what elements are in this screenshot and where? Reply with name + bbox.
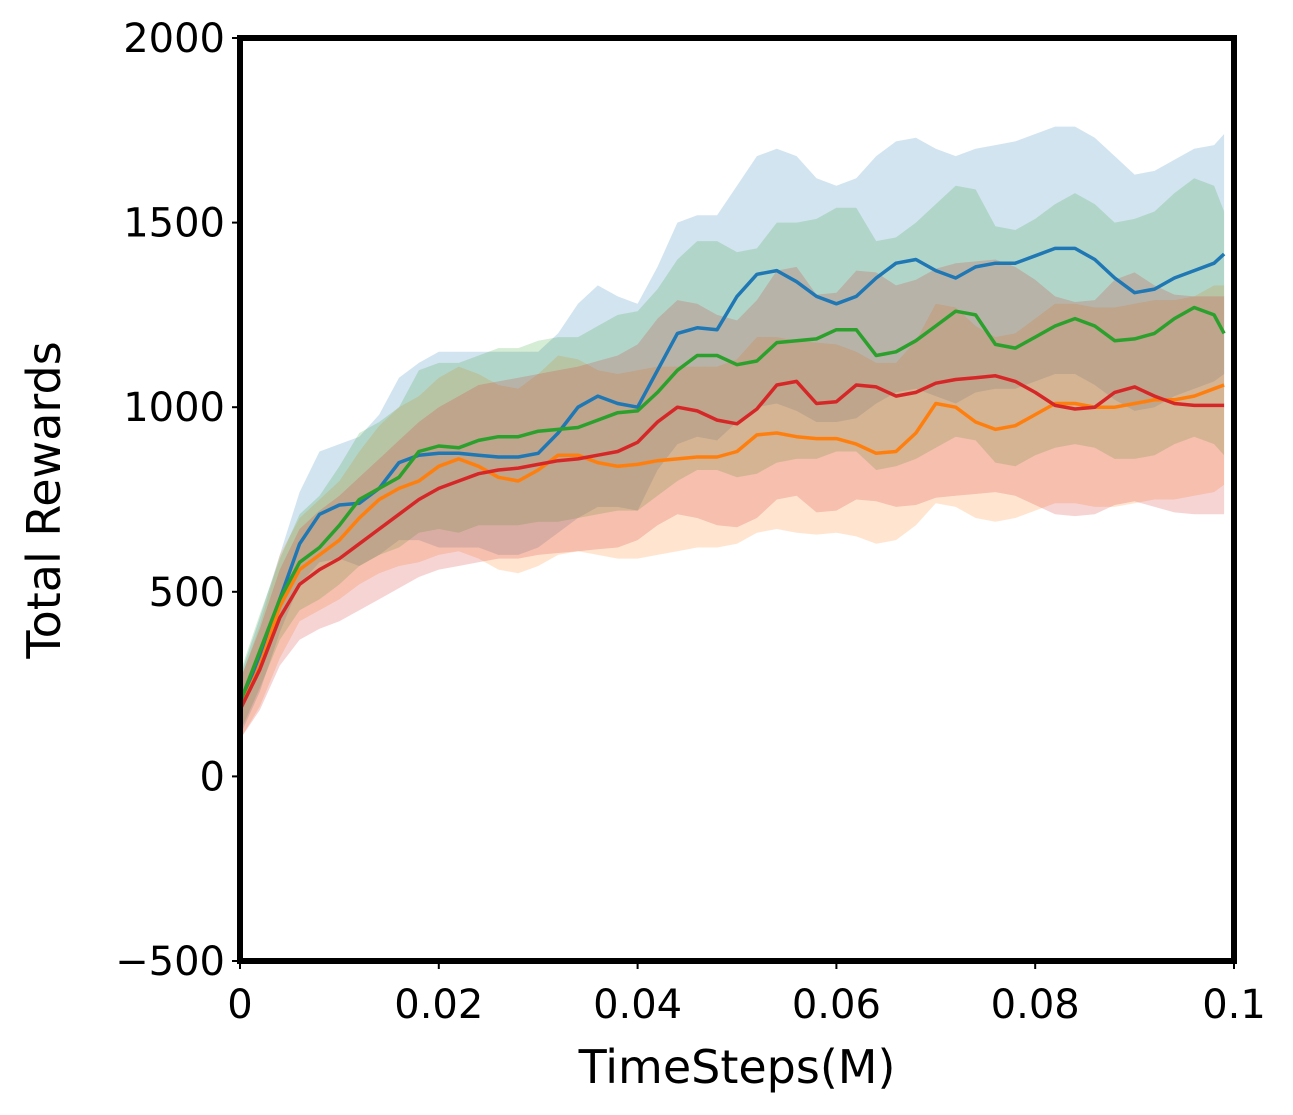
series-1-line — [240, 246, 1226, 707]
confidence-bands — [240, 126, 1225, 740]
y-tick-label: 0 — [200, 754, 225, 800]
y-tick-label: 500 — [149, 570, 225, 616]
y-tick-label: 2000 — [123, 16, 225, 62]
series-3-line — [240, 305, 1226, 704]
y-tick-label: −500 — [115, 939, 225, 985]
series-2-band — [240, 285, 1225, 740]
x-axis-ticks: 0 0.02 0.04 0.06 0.08 0.1 — [227, 961, 1266, 1028]
series-2-line — [240, 383, 1225, 711]
y-axis-label: Total Rewards — [17, 341, 71, 659]
x-tick-label: 0.04 — [593, 982, 682, 1028]
x-tick-label: 0.06 — [792, 982, 881, 1028]
x-axis-label: TimeSteps(M) — [578, 1040, 896, 1094]
series-lines — [240, 246, 1226, 711]
x-tick-label: 0.08 — [991, 982, 1080, 1028]
y-axis-ticks: −500 0 500 1000 1500 2000 — [115, 16, 240, 985]
y-tick-label: 1500 — [123, 201, 225, 247]
series-1-band — [240, 126, 1225, 736]
series-4-line — [240, 374, 1225, 711]
x-tick-label: 0.02 — [394, 982, 483, 1028]
x-tick-label: 0 — [227, 982, 252, 1028]
series-4-band — [240, 259, 1225, 740]
y-tick-label: 1000 — [123, 385, 225, 431]
x-tick-label: 0.1 — [1202, 982, 1266, 1028]
plot-frame — [237, 35, 1237, 964]
